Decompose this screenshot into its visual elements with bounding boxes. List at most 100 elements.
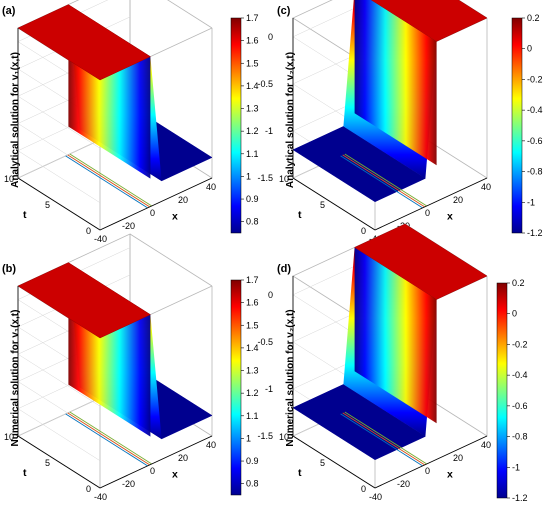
x-tick-label: 0 <box>150 466 155 476</box>
colorbar-tick-label: -0.4 <box>527 105 543 115</box>
colorbar-tick-label: 0.2 <box>527 13 540 23</box>
colorbar-tick-label: -1.2 <box>527 228 543 238</box>
floor-contour-line <box>342 154 425 208</box>
colorbar-tick-label: 1.7 <box>246 275 259 285</box>
colorbar-tick-label: 0.9 <box>246 194 259 204</box>
colorbar-tick-label: 1 <box>246 433 251 443</box>
x-tick-label: 0 <box>150 208 155 218</box>
colorbar-tick-label: 1.5 <box>246 320 259 330</box>
colorbar-tick-label: -0.6 <box>512 401 528 411</box>
t-tick-label: 0 <box>86 484 91 494</box>
x-tick-label: 40 <box>206 440 216 450</box>
floor-contour-line <box>340 413 423 467</box>
panel-label: (d) <box>277 263 291 275</box>
t-axis-line <box>17 177 101 231</box>
colorbar-tick-label: -0.2 <box>527 74 543 84</box>
t-tick-label: 0 <box>86 226 91 236</box>
z-tick-label: -1 <box>265 384 273 394</box>
colorbar-tick-label: -0.2 <box>512 339 528 349</box>
floor-contour-line <box>344 153 428 207</box>
floor-contour-line <box>65 155 148 209</box>
colorbar-tick-label: 1.2 <box>246 388 259 398</box>
t-axis-line <box>292 435 376 489</box>
floor-contour-line <box>65 413 148 467</box>
colorbar-tick-label: 0.9 <box>246 456 259 466</box>
t-axis-label: t <box>23 467 27 479</box>
surface-high-plateau <box>370 0 488 42</box>
surface-step-wall <box>354 0 437 166</box>
x-tick-label: 40 <box>481 440 491 450</box>
x-tick-label: 20 <box>453 195 463 205</box>
floor-contour-line <box>69 411 153 465</box>
colorbar-tick-label: -1 <box>512 462 520 472</box>
t-axis-label: t <box>298 209 302 221</box>
colorbar-tick-label: -1.2 <box>512 493 528 503</box>
t-tick-label: 0 <box>361 484 366 494</box>
x-tick-label: 20 <box>453 453 463 463</box>
colorbar <box>230 279 242 496</box>
surface-panel-4: -40 -20 0 20 40 0 5 10 -1.5 -1 -0.5 0 x t Numerical so… <box>257 223 528 503</box>
x-tick-label: -40 <box>94 234 107 244</box>
z-tick-label: 0 <box>268 290 273 300</box>
panel-label: (b) <box>2 263 16 275</box>
colorbar-tick-label: 0.8 <box>246 217 259 227</box>
x-tick-label: 20 <box>178 195 188 205</box>
x-axis-label: x <box>172 211 178 223</box>
colorbar-tick-label: -0.6 <box>527 136 543 146</box>
z-tick-label: -1.5 <box>257 173 273 183</box>
t-axis-label: t <box>298 467 302 479</box>
x-tick-label: -40 <box>94 492 107 502</box>
t-tick-label: 5 <box>45 200 50 210</box>
colorbar-tick-label: 1.3 <box>246 366 259 376</box>
floor-contour-line <box>67 412 150 466</box>
surface-high-plateau <box>354 223 488 300</box>
z-axis-label: Analytical solution for v₁(x,t) <box>10 52 21 188</box>
x-axis-line <box>374 435 488 489</box>
top-right-edge <box>167 0 213 29</box>
colorbar-tick-label: 0.8 <box>246 479 259 489</box>
x-axis-label: x <box>447 469 453 481</box>
colorbar <box>230 17 242 234</box>
t-tick-label: 10 <box>4 432 14 442</box>
t-axis-line <box>17 435 101 489</box>
colorbar-tick-label: 0 <box>512 309 517 319</box>
colorbar-tick-label: 1.5 <box>246 58 259 68</box>
colorbar-tick-label: -0.8 <box>512 432 528 442</box>
z-tick-label: -0.5 <box>257 79 273 89</box>
floor-contour-line <box>69 153 153 207</box>
surface-step-wall <box>354 247 437 424</box>
z-axis-label: Numerical solution for v₂(x,t) <box>285 309 296 446</box>
z-tick-label: -0.5 <box>257 337 273 347</box>
colorbar <box>496 282 508 499</box>
floor-contour-line <box>342 412 425 466</box>
x-tick-label: 0 <box>425 208 430 218</box>
x-axis-line <box>99 177 213 231</box>
floor-contour-line <box>67 154 150 208</box>
colorbar-tick-label: 1.3 <box>246 104 259 114</box>
x-axis-line <box>374 177 488 231</box>
x-tick-label: 40 <box>206 182 216 192</box>
colorbar-tick-label: 1.4 <box>246 81 259 91</box>
z-tick-label: 0 <box>268 32 273 42</box>
colorbar-tick-label: 1.6 <box>246 298 259 308</box>
t-axis-line <box>292 177 376 231</box>
colorbar-tick-label: 0 <box>527 44 532 54</box>
panel-label: (c) <box>277 5 291 17</box>
t-tick-label: 5 <box>320 458 325 468</box>
t-tick-label: 5 <box>45 458 50 468</box>
colorbar-tick-label: 1.6 <box>246 36 259 46</box>
t-tick-label: 10 <box>4 174 14 184</box>
floor-contour-line <box>340 155 423 209</box>
x-tick-label: -20 <box>122 479 135 489</box>
x-axis-line <box>99 435 213 489</box>
surface-panel-1: -40-200204005100.60.811.21.41.6xtAnalyti… <box>2 0 259 244</box>
surface-high-plateau <box>17 4 151 81</box>
t-tick-label: 10 <box>279 174 289 184</box>
x-axis-label: x <box>447 211 453 223</box>
colorbar-tick-label: 1.4 <box>246 343 259 353</box>
z-axis-label: Analytical solution for v₂(x,t) <box>285 52 296 188</box>
x-tick-label: 20 <box>178 453 188 463</box>
colorbar-tick-label: -0.8 <box>527 167 543 177</box>
t-axis-label: t <box>23 209 27 221</box>
colorbar-tick-label: 1.7 <box>246 13 259 23</box>
